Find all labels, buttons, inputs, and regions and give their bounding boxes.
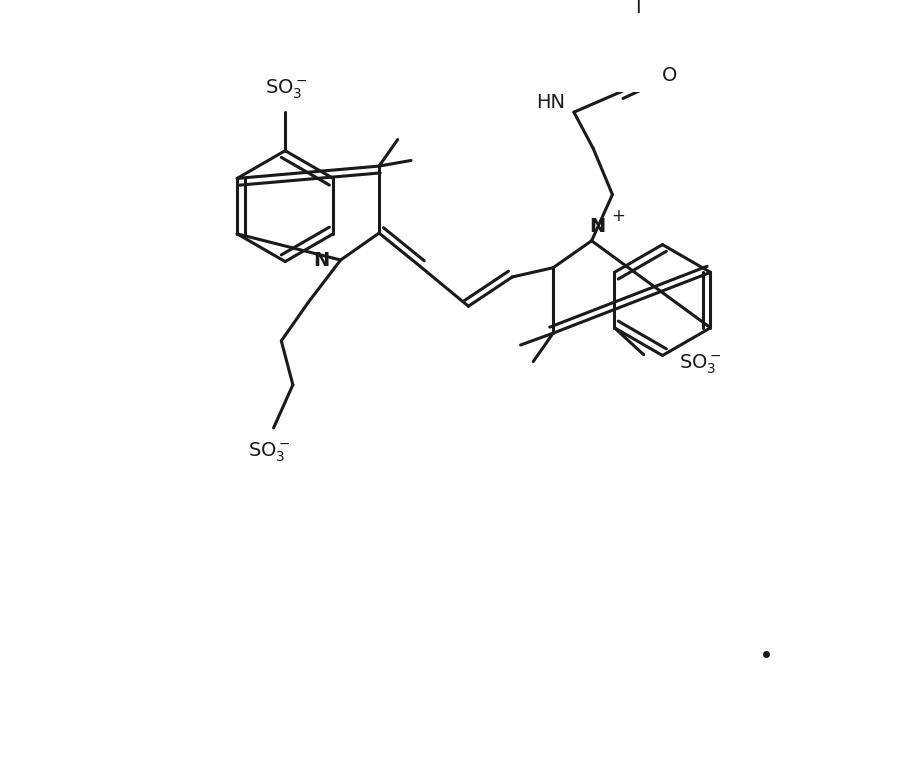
- Text: $\mathsf{SO_3^-}$: $\mathsf{SO_3^-}$: [249, 441, 291, 465]
- Text: N: N: [313, 250, 330, 270]
- Text: O: O: [662, 67, 677, 85]
- Text: $\mathsf{SO_3^-}$: $\mathsf{SO_3^-}$: [679, 353, 722, 376]
- Text: HN: HN: [537, 94, 566, 112]
- Text: N: N: [589, 217, 606, 237]
- Text: +: +: [612, 207, 626, 225]
- Text: I: I: [636, 0, 641, 18]
- Text: $\mathsf{SO_3^-}$: $\mathsf{SO_3^-}$: [265, 78, 308, 101]
